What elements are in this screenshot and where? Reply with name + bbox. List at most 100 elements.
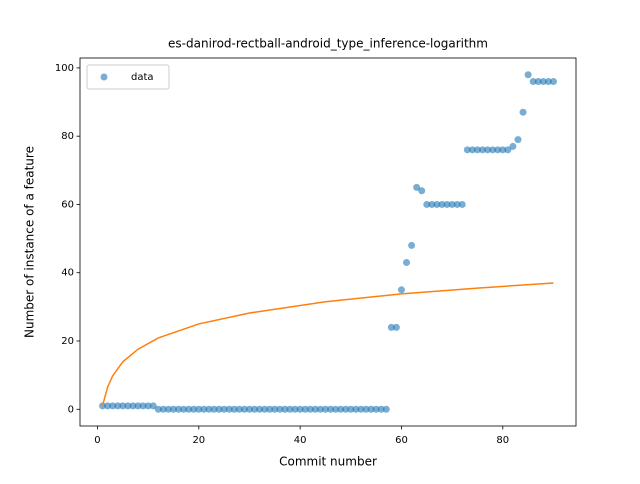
data-point xyxy=(362,405,370,413)
data-point xyxy=(240,405,248,413)
data-point xyxy=(251,405,259,413)
axes-frame xyxy=(79,57,577,427)
data-point xyxy=(504,146,512,154)
data-point xyxy=(509,142,517,150)
y-axis-label: Number of instance of a feature xyxy=(23,146,37,338)
y-tick-label: 100 xyxy=(55,63,74,74)
data-point xyxy=(549,78,557,86)
data-point xyxy=(109,402,117,410)
x-tick-label: 20 xyxy=(192,435,205,446)
data-point xyxy=(134,402,142,410)
data-point xyxy=(311,405,319,413)
data-point xyxy=(266,405,274,413)
data-point xyxy=(256,405,264,413)
data-point xyxy=(119,402,127,410)
data-point xyxy=(428,200,436,208)
data-point xyxy=(296,405,304,413)
data-point xyxy=(387,323,395,331)
data-point xyxy=(413,183,421,191)
data-point xyxy=(453,200,461,208)
y-tick-label: 60 xyxy=(61,199,74,210)
data-point xyxy=(200,405,208,413)
data-point xyxy=(306,405,314,413)
data-point xyxy=(342,405,350,413)
data-point xyxy=(473,146,481,154)
legend-marker xyxy=(100,73,108,81)
data-point xyxy=(392,323,400,331)
data-point xyxy=(423,200,431,208)
data-point xyxy=(484,146,492,154)
data-point xyxy=(129,402,137,410)
data-point xyxy=(489,146,497,154)
data-point xyxy=(347,405,355,413)
data-point xyxy=(180,405,188,413)
data-point xyxy=(139,402,147,410)
data-point xyxy=(301,405,309,413)
data-point xyxy=(332,405,340,413)
data-point xyxy=(169,405,177,413)
data-point xyxy=(235,405,243,413)
data-point xyxy=(544,78,552,86)
data-point xyxy=(397,286,405,294)
data-point xyxy=(438,200,446,208)
data-point xyxy=(281,405,289,413)
x-tick-label: 0 xyxy=(94,435,100,446)
data-point xyxy=(514,136,522,144)
data-point xyxy=(403,258,411,266)
legend-label: data xyxy=(131,72,154,83)
data-point xyxy=(124,402,132,410)
data-point xyxy=(408,241,416,249)
data-point xyxy=(418,187,426,195)
data-point xyxy=(372,405,380,413)
data-point xyxy=(220,405,228,413)
data-point xyxy=(286,405,294,413)
data-point xyxy=(276,405,284,413)
data-point xyxy=(316,405,324,413)
data-point xyxy=(210,405,218,413)
data-point xyxy=(114,402,122,410)
data-point xyxy=(499,146,507,154)
x-tick-label: 80 xyxy=(496,435,509,446)
data-point xyxy=(357,405,365,413)
data-point xyxy=(327,405,335,413)
data-point xyxy=(205,405,213,413)
data-point xyxy=(144,402,152,410)
fit-line xyxy=(101,282,554,407)
data-point xyxy=(367,405,375,413)
data-point xyxy=(230,405,238,413)
data-point xyxy=(321,405,329,413)
data-point xyxy=(104,402,112,410)
data-point xyxy=(529,78,537,86)
data-point xyxy=(195,405,203,413)
data-point xyxy=(159,405,167,413)
data-point xyxy=(448,200,456,208)
data-point xyxy=(352,405,360,413)
x-tick-label: 40 xyxy=(294,435,307,446)
data-point xyxy=(534,78,542,86)
data-point xyxy=(463,146,471,154)
data-point xyxy=(337,405,345,413)
data-point xyxy=(494,146,502,154)
data-point xyxy=(185,405,193,413)
data-point xyxy=(443,200,451,208)
y-tick-label: 40 xyxy=(61,268,74,279)
data-point xyxy=(468,146,476,154)
data-point xyxy=(291,405,299,413)
x-axis-label: Commit number xyxy=(279,455,377,469)
data-point xyxy=(271,405,279,413)
data-point xyxy=(479,146,487,154)
data-point xyxy=(215,405,223,413)
data-point xyxy=(539,78,547,86)
data-point xyxy=(175,405,183,413)
data-point xyxy=(164,405,172,413)
data-point xyxy=(225,405,233,413)
y-tick-label: 0 xyxy=(68,404,74,415)
chart-title: es-danirod-rectball-android_type_inferen… xyxy=(168,37,488,51)
data-point xyxy=(261,405,269,413)
data-point xyxy=(458,200,466,208)
x-tick-label: 60 xyxy=(395,435,408,446)
y-tick-label: 80 xyxy=(61,131,74,142)
y-tick-label: 20 xyxy=(61,336,74,347)
data-point xyxy=(245,405,253,413)
